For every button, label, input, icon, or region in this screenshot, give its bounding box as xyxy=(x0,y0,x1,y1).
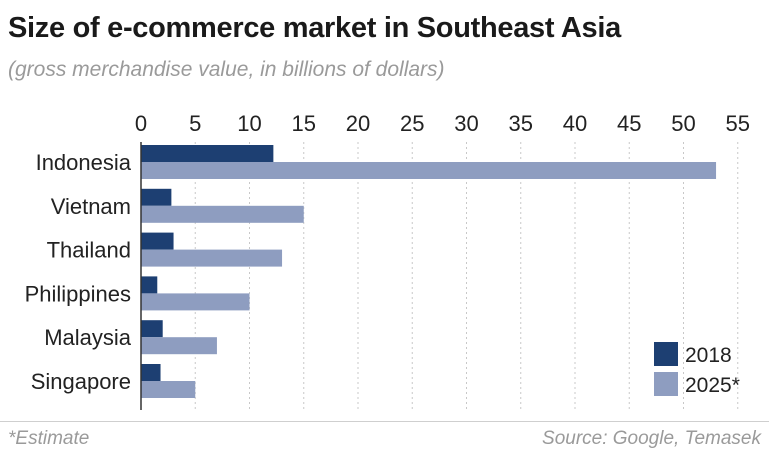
bar-2025-philippines xyxy=(141,293,250,311)
x-tick-label: 55 xyxy=(726,111,750,136)
x-tick-label: 45 xyxy=(617,111,641,136)
category-label: Indonesia xyxy=(36,150,132,175)
x-tick-label: 50 xyxy=(671,111,695,136)
bar-2025-malaysia xyxy=(141,337,217,355)
bar-2025-vietnam xyxy=(141,205,304,223)
chart-title: Size of e-commerce market in Southeast A… xyxy=(8,12,621,44)
bar-2018-philippines xyxy=(141,276,158,294)
bars xyxy=(141,145,717,398)
legend: 2018 2025* xyxy=(654,342,740,397)
x-tick-label: 35 xyxy=(509,111,533,136)
bottom-divider xyxy=(0,421,769,422)
legend-swatch xyxy=(654,372,678,396)
x-tick-label: 10 xyxy=(237,111,261,136)
gridlines xyxy=(194,142,739,410)
bar-2025-indonesia xyxy=(141,162,717,179)
category-label: Singapore xyxy=(31,369,131,394)
x-tick-label: 40 xyxy=(563,111,587,136)
x-tick-label: 5 xyxy=(189,111,201,136)
x-axis-ticks: 0 5 10 15 20 25 30 35 40 45 50 55 xyxy=(135,111,750,136)
bar-2018-vietnam xyxy=(141,188,172,206)
bar-2025-thailand xyxy=(141,249,283,267)
bar-2025-singapore xyxy=(141,381,196,398)
category-label: Vietnam xyxy=(51,194,131,219)
x-tick-label: 20 xyxy=(346,111,370,136)
bar-chart: 0 5 10 15 20 25 30 35 40 45 50 55 Indonesia Vietnam T… xyxy=(25,111,750,410)
category-label: Thailand xyxy=(47,238,131,263)
category-labels: Indonesia Vietnam Thailand Philippines Malay… xyxy=(25,150,132,394)
legend-swatch xyxy=(654,342,678,366)
x-tick-label: 15 xyxy=(292,111,316,136)
bar-2018-malaysia xyxy=(141,320,163,338)
x-tick-label: 0 xyxy=(135,111,147,136)
category-label: Malaysia xyxy=(44,325,132,350)
category-label: Philippines xyxy=(25,281,131,306)
chart-subtitle: (gross merchandise value, in billions of… xyxy=(8,58,445,81)
legend-label: 2025* xyxy=(685,374,740,397)
source-note: Source: Google, Temasek xyxy=(542,428,761,449)
x-tick-label: 30 xyxy=(454,111,478,136)
bar-2018-thailand xyxy=(141,232,174,250)
bar-2018-singapore xyxy=(141,364,161,381)
footnote: *Estimate xyxy=(8,428,90,449)
bar-2018-indonesia xyxy=(141,145,274,162)
x-tick-label: 25 xyxy=(400,111,424,136)
legend-label: 2018 xyxy=(685,344,732,367)
